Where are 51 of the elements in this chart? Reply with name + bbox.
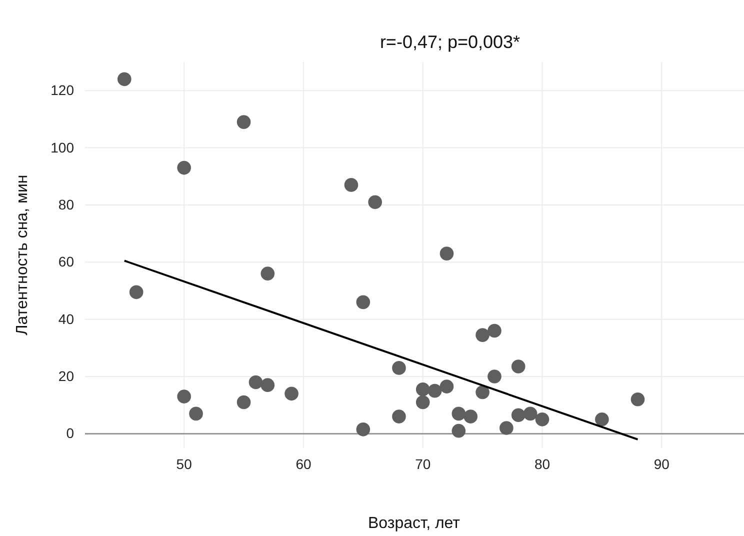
y-tick-label: 120 [50, 82, 74, 98]
point [260, 266, 275, 280]
point [511, 408, 526, 422]
point [236, 115, 251, 129]
point [511, 360, 526, 374]
point [177, 390, 191, 404]
point [416, 382, 430, 396]
point [476, 328, 490, 342]
point [452, 406, 466, 421]
y-axis-title: Латентность сна, мин [14, 174, 31, 336]
x-tick-label: 60 [296, 456, 312, 472]
x-tick-label: 70 [415, 456, 431, 472]
point [630, 392, 645, 406]
point [392, 361, 406, 375]
point [236, 395, 251, 410]
point [535, 412, 550, 426]
point [488, 370, 502, 384]
point [440, 380, 454, 394]
y-tick-label: 40 [58, 310, 74, 327]
y-tick-label: 0 [66, 425, 74, 442]
point [248, 375, 263, 390]
point [344, 178, 358, 192]
point [284, 386, 298, 401]
point [440, 246, 454, 260]
point [523, 406, 538, 421]
point [464, 410, 478, 424]
y-tick-label: 80 [58, 196, 74, 212]
point [117, 72, 132, 86]
point [356, 422, 370, 436]
point [416, 395, 430, 410]
y-tick-label: 60 [58, 254, 74, 270]
point [500, 421, 514, 435]
point [476, 385, 490, 400]
point [368, 195, 382, 209]
point [488, 324, 502, 338]
point [189, 406, 203, 421]
x-tick-label: 90 [654, 456, 670, 472]
point [452, 424, 466, 438]
point [428, 384, 442, 398]
point [595, 412, 609, 426]
point [260, 378, 275, 392]
point [356, 295, 370, 310]
point [392, 410, 406, 424]
x-tick-label: 80 [534, 456, 550, 472]
x-tick-label: 50 [176, 456, 192, 472]
point [129, 285, 144, 300]
point [177, 160, 191, 175]
x-axis-title: Возраст, лет [368, 515, 461, 532]
y-tick-label: 20 [58, 368, 74, 384]
chart-title: r=-0,47; p=0,003* [380, 32, 520, 52]
y-tick-label: 100 [50, 139, 74, 156]
